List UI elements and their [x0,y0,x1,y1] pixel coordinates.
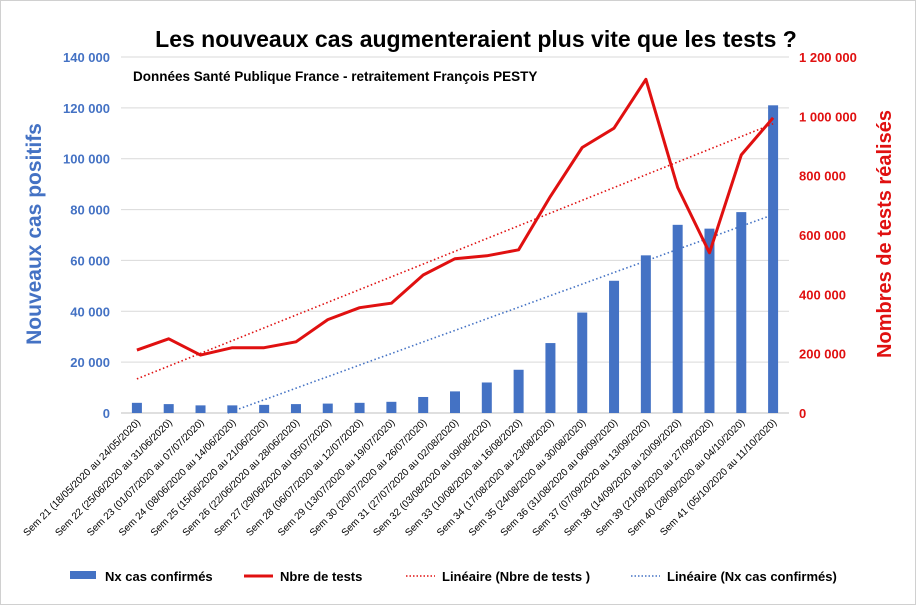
y-right-tick-label: 400 000 [799,287,846,302]
x-tick-label: Sem 31 (27/07/2020 au 02/08/2020) [340,417,461,538]
y-right-tick-label: 1 000 000 [799,109,857,124]
y-left-tick-label: 20 000 [70,355,110,370]
bar [418,396,429,413]
bar [195,405,206,413]
bar [609,280,620,413]
y-left-tick-label: 60 000 [70,253,110,268]
y-axis-right-label: Nombres de tests réalisés [874,110,896,358]
bar [163,404,174,413]
bar [290,404,301,413]
bar [672,224,683,413]
trendline-cases [227,213,774,414]
x-tick-label: Sem 39 (21/09/2020 au 27/09/2020) [594,417,715,538]
bar [545,343,556,413]
legend-label-trend-tests: Linéaire (Nbre de tests ) [442,569,590,584]
y-axis-left: 0 20 000 40 000 60 000 80 000 100 000 120 000 1… [63,50,110,421]
y-left-tick-label: 40 000 [70,304,110,319]
bar [354,402,365,413]
x-tick-label: Sem 37 (07/09/2020 au 13/09/2020) [531,417,652,538]
bar [481,382,492,413]
bar [450,391,460,413]
bar [577,312,588,413]
x-tick-label: Sem 34 (17/08/2020 au 23/08/2020) [435,417,556,538]
y-right-tick-label: 200 000 [799,347,846,362]
x-tick-label: Sem 38 (14/09/2020 au 20/09/2020) [562,417,683,538]
y-left-tick-label: 120 000 [63,101,110,116]
y-left-tick-label: 100 000 [63,152,110,167]
x-tick-label: Sem 36 (31/08/2020 au 06/09/2020) [499,417,620,538]
y-axis-right: 0 200 000 400 000 600 000 800 000 1 000 000 1 … [799,50,857,421]
bar [513,369,524,413]
legend-swatch-bars [70,571,96,579]
chart-title: Les nouveaux cas augmenteraient plus vit… [155,26,797,52]
x-tick-label: Sem 32 (03/08/2020 au 09/08/2020) [372,417,493,538]
x-tick-label: Sem 30 (20/07/2020 au 26/07/2020) [308,417,429,538]
x-tick-label: Sem 22 (25/06/2020 au 31/06/2020) [53,417,174,538]
line-group [136,77,775,357]
chart-subtitle: Données Santé Publique France - retraite… [133,69,537,84]
x-tick-label: Sem 23 (01/07/2020 au 07/07/2020) [85,417,206,538]
x-tick-label: Sem 25 (15/06/2020 au 21/06/2020) [149,417,270,538]
tests-line [136,77,775,357]
y-axis-left-label: Nouveaux cas positifs [23,123,46,345]
bars-group [131,105,779,414]
bar [768,105,779,414]
x-tick-label: Sem 26 (22/06/2020 au 28/06/2020) [181,417,302,538]
y-left-tick-label: 0 [103,406,110,421]
bar [322,403,333,413]
y-right-tick-label: 0 [799,406,806,421]
y-left-tick-label: 80 000 [70,203,110,218]
bar [704,228,715,413]
x-tick-label: Sem 40 (28/09/2020 au 04/10/2020) [626,417,747,538]
x-tick-label: Sem 21 (18/05/2020 au 24/05/2020) [22,417,143,538]
bar [259,404,270,413]
x-tick-label: Sem 35 (24/08/2020 au 30/08/2020) [467,417,588,538]
x-tick-label: Sem 33 (10/08/2020 au 16/08/2020) [403,417,524,538]
bar [131,402,142,413]
x-tick-label: Sem 24 (08/06/2020 au 14/06/2020) [117,417,238,538]
bar [640,255,651,413]
bar [736,212,747,413]
y-right-tick-label: 1 200 000 [799,50,857,65]
bar [227,405,238,413]
gridlines [121,56,789,414]
legend-label-trend-cases: Linéaire (Nx cas confirmés) [667,569,837,584]
legend-label-bars: Nx cas confirmés [105,569,213,584]
legend-label-tests: Nbre de tests [280,569,362,584]
x-tick-label: Sem 27 (29/06/2020 au 05/07/2020) [212,417,333,538]
bar [386,401,397,413]
x-tick-label: Sem 29 (13/07/2020 au 19/07/2020) [276,417,397,538]
trendlines-group [136,123,774,414]
x-tick-label: Sem 41 (05/10/2020 au 11/10/2020) [658,417,779,538]
y-right-tick-label: 600 000 [799,228,846,243]
x-tick-label: Sem 28 (06/07/2020 au 12/07/2020) [244,417,365,538]
legend: Nx cas confirmés Nbre de tests Linéaire … [70,569,837,584]
y-right-tick-label: 800 000 [799,169,846,184]
y-left-tick-label: 140 000 [63,50,110,65]
x-axis-ticks: Sem 21 (18/05/2020 au 24/05/2020)Sem 22 … [22,417,780,538]
